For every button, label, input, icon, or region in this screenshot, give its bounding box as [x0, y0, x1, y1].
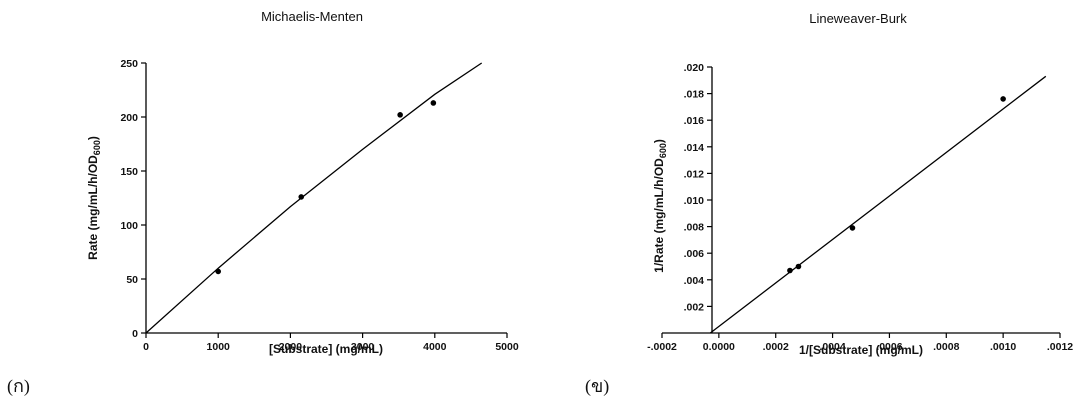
- mm-y-tick-label: 50: [126, 274, 138, 286]
- mm-y-tick-label: 100: [120, 220, 138, 232]
- mm-x-tick-label: 0: [143, 341, 149, 353]
- lb-y-tick-label: .006: [684, 248, 705, 260]
- mm-data-point: [397, 112, 403, 118]
- michaelis-menten-chart: Michaelis-Menten 0 50 100 150 200 250 0 1000 20…: [7, 9, 519, 397]
- lb-title: Lineweaver-Burk: [809, 11, 907, 26]
- mm-fit-curve: [145, 62, 483, 334]
- lb-x-tick-label: .0008: [933, 341, 959, 353]
- mm-y-axis-label: Rate (mg/mL/h/OD600): [86, 136, 102, 260]
- lb-data-points: [787, 96, 1006, 274]
- mm-data-point: [298, 194, 305, 200]
- mm-x-tick-label: 2000: [279, 341, 303, 353]
- mm-data-point: [215, 268, 221, 275]
- mm-y-tick-label: 150: [120, 166, 138, 178]
- mm-y-axis-label-main: Rate (mg/mL/h/OD: [86, 155, 100, 260]
- lb-data-point: [1000, 96, 1006, 102]
- lb-data-point: [795, 263, 802, 270]
- mm-y-tick-label: 250: [120, 58, 138, 70]
- lineweaver-burk-chart: Lineweaver-Burk .002 .004 .006 .008 .010 .012…: [585, 11, 1073, 397]
- lb-y-axis-label-main: 1/Rate (mg/mL/h/OD: [652, 158, 666, 273]
- mm-x-tick-label: 3000: [351, 341, 375, 353]
- lb-data-point: [787, 267, 793, 274]
- mm-y-tick-label: 0: [132, 328, 138, 340]
- lb-y-tick-label: .004: [684, 275, 705, 287]
- mm-y-axis-label-sub: 600: [92, 140, 102, 155]
- lb-y-tick-label: .018: [684, 89, 705, 101]
- lb-y-tick-label: .010: [684, 195, 705, 207]
- mm-x-ticks: 0 1000 2000 3000 4000 5000: [143, 333, 519, 353]
- lb-y-tick-label: .020: [684, 62, 705, 74]
- mm-x-tick-label: 4000: [423, 341, 447, 353]
- mm-y-axis-label-end: ): [86, 136, 100, 140]
- lb-y-tick-label: .014: [684, 142, 705, 154]
- lb-x-tick-label: .0002: [763, 341, 789, 353]
- lb-y-tick-label: .002: [684, 301, 705, 313]
- lb-x-tick-label: .0006: [876, 341, 902, 353]
- mm-x-tick-label: 5000: [495, 341, 519, 353]
- lb-y-ticks: .002 .004 .006 .008 .010 .012 .014 .016 .018 .020: [684, 62, 712, 313]
- lb-x-tick-label: .0010: [990, 341, 1016, 353]
- lb-x-tick-label: .0004: [819, 341, 845, 353]
- lb-x-tick-label: 0.0000: [703, 341, 735, 353]
- panel-label-a: (ก): [7, 376, 30, 397]
- mm-y-tick-label: 200: [120, 112, 138, 124]
- lb-x-tick-label: -.0002: [647, 341, 677, 353]
- lb-x-ticks: -.0002 0.0000 .0002 .0004 .0006 .0008 .0010 .00…: [647, 333, 1073, 353]
- lb-y-tick-label: .008: [684, 222, 705, 234]
- lb-y-axis-label: 1/Rate (mg/mL/h/OD600): [652, 139, 668, 273]
- lb-x-tick-label: .0012: [1047, 341, 1073, 353]
- lb-fit-line: [709, 75, 1047, 334]
- mm-data-point: [430, 100, 437, 106]
- mm-title: Michaelis-Menten: [261, 9, 363, 24]
- mm-x-tick-label: 1000: [207, 341, 231, 353]
- mm-y-ticks: 0 50 100 150 200 250: [120, 58, 146, 340]
- lb-data-point: [849, 225, 856, 231]
- mm-data-points: [215, 100, 437, 275]
- lb-y-axis-label-end: ): [652, 139, 666, 143]
- lb-y-tick-label: .016: [684, 115, 705, 127]
- lb-y-tick-label: .012: [684, 168, 705, 180]
- mm-x-axis-label: [Substrate] (mg/mL): [269, 342, 383, 356]
- lb-y-axis-label-sub: 600: [658, 143, 668, 158]
- panel-label-b: (ข): [585, 376, 609, 397]
- lb-x-axis-label: 1/[Substrate] (mg/mL): [799, 343, 923, 357]
